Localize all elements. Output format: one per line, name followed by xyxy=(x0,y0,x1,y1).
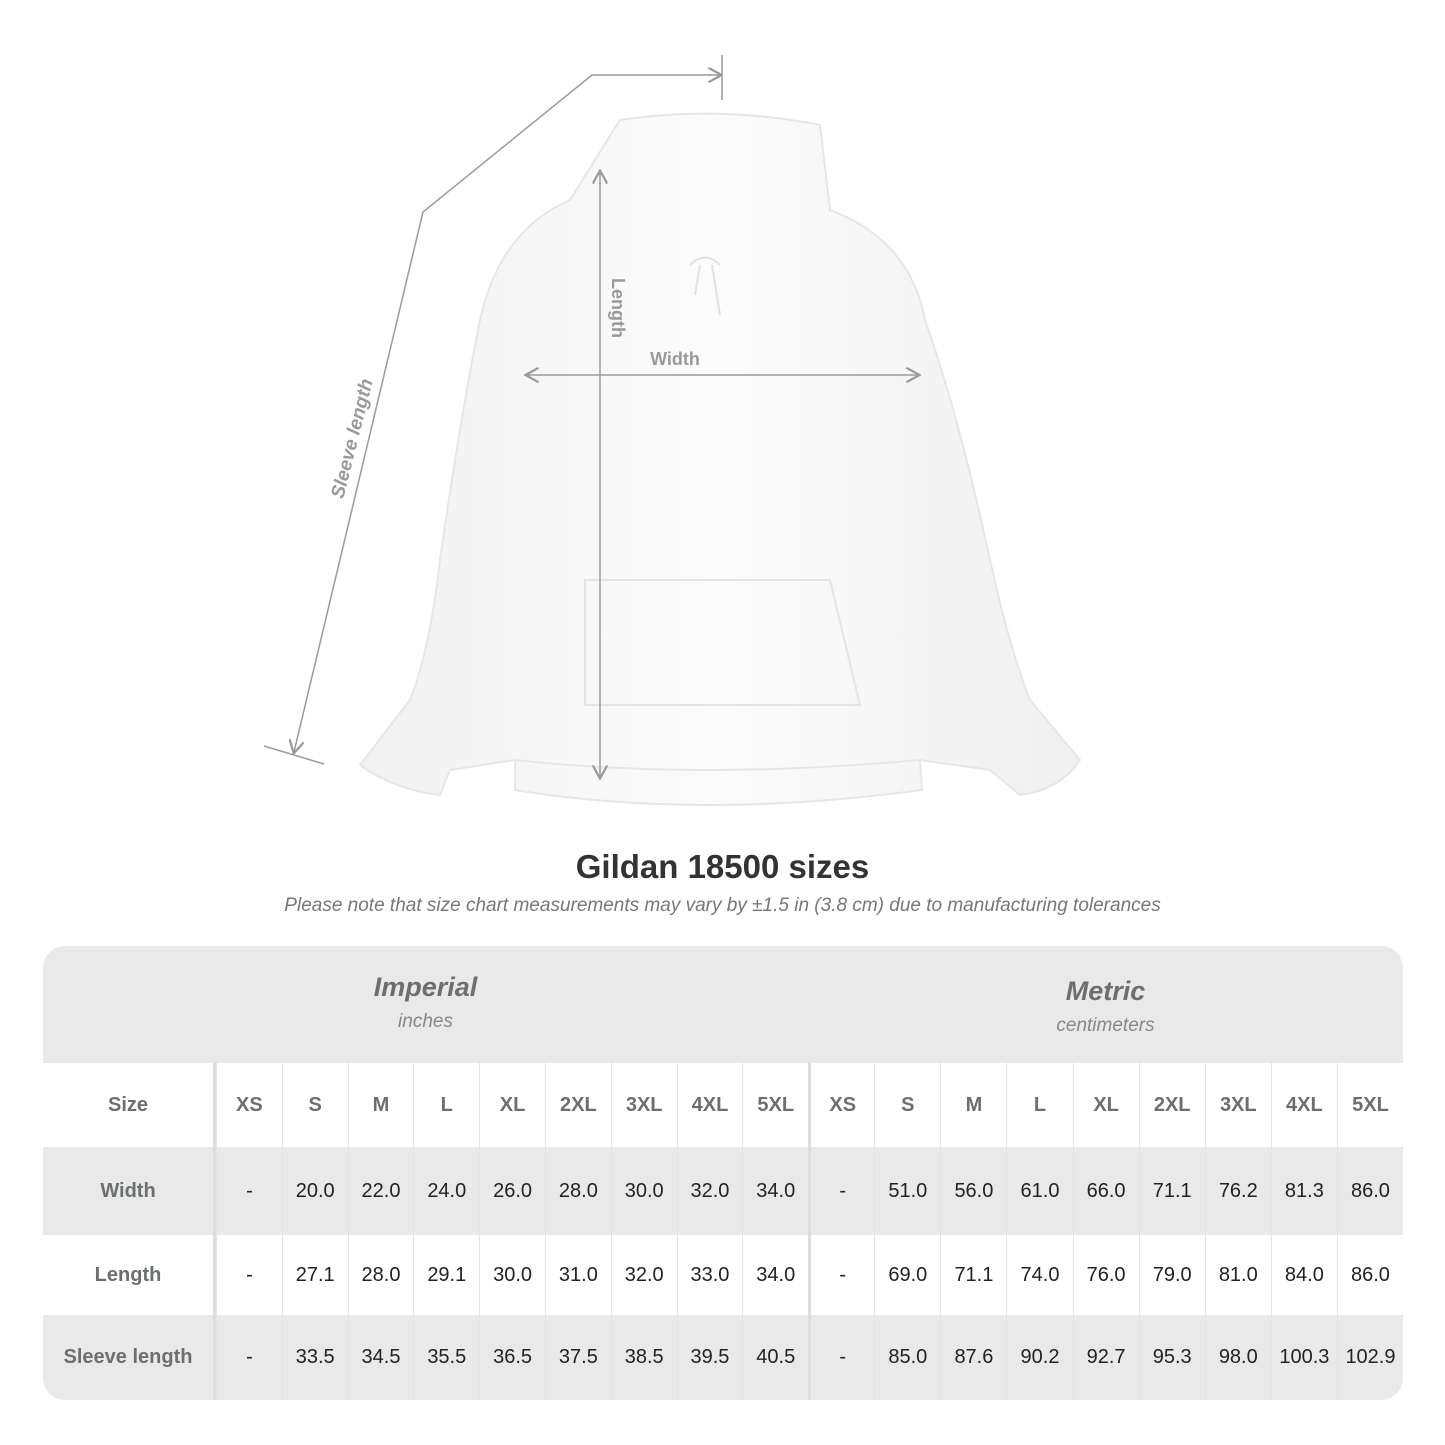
measurement-cell: 102.9 xyxy=(1336,1315,1403,1400)
measurement-cell: 27.1 xyxy=(281,1235,348,1315)
measurement-cell: 34.0 xyxy=(742,1235,808,1315)
measurement-cell: 74.0 xyxy=(1006,1235,1072,1315)
size-column-header: M xyxy=(347,1063,414,1147)
measurement-cell: 28.0 xyxy=(544,1147,611,1235)
sleeve-length-label: Sleeve length xyxy=(328,377,378,501)
measurement-cell: 35.5 xyxy=(413,1315,479,1400)
measurement-cell: 90.2 xyxy=(1006,1315,1072,1400)
measurement-cell: 85.0 xyxy=(874,1315,940,1400)
size-column-header: L xyxy=(413,1063,479,1147)
size-column-header: XL xyxy=(479,1063,545,1147)
metric-header: Metric centimeters xyxy=(808,946,1403,1063)
measurement-cell: 30.0 xyxy=(479,1235,545,1315)
measurement-cell: 34.5 xyxy=(347,1315,414,1400)
imperial-title: Imperial xyxy=(373,972,478,1002)
size-label: Size xyxy=(43,1063,216,1147)
measurement-cell: 61.0 xyxy=(1006,1147,1072,1235)
measurement-cell: 24.0 xyxy=(413,1147,479,1235)
width-label: Width xyxy=(650,349,700,369)
size-column-header: 5XL xyxy=(1336,1063,1403,1147)
measurement-cell: 38.5 xyxy=(610,1315,677,1400)
hoodie-shape xyxy=(358,112,1082,806)
measurement-cell: 100.3 xyxy=(1270,1315,1337,1400)
measurement-cell: 87.6 xyxy=(940,1315,1006,1400)
measurement-cell: - xyxy=(808,1235,874,1315)
size-header-row: Size XS S M L XL 2XL 3XL 4XL 5XL XS S M L XL 2XL 3XL 4XL 5… xyxy=(43,1063,1403,1147)
measurement-cell: 28.0 xyxy=(347,1235,414,1315)
measurement-cell: - xyxy=(216,1147,282,1235)
measurement-cell: 66.0 xyxy=(1072,1147,1139,1235)
measurement-cell: 30.0 xyxy=(610,1147,677,1235)
sleeve-line xyxy=(294,75,720,752)
table-row: Length -27.1 28.0 29.1 30.0 31.0 32.0 33.0 34.0-… xyxy=(43,1235,1403,1315)
size-column-header: L xyxy=(1006,1063,1072,1147)
measurement-lines xyxy=(263,55,918,777)
measurement-cell: 76.0 xyxy=(1072,1235,1139,1315)
measurement-cell: 34.0 xyxy=(742,1147,808,1235)
chart-title: Gildan 18500 sizes xyxy=(575,848,870,885)
tolerance-note: Please note that size chart measurements… xyxy=(284,895,1161,916)
size-table: Imperial inches Metric centimeters Size X… xyxy=(43,946,1403,1400)
row-label: Sleeve length xyxy=(43,1315,216,1400)
measurement-cell: 81.0 xyxy=(1204,1235,1271,1315)
measurement-cell: - xyxy=(216,1315,282,1400)
size-column-header: 2XL xyxy=(544,1063,611,1147)
size-column-header: 5XL xyxy=(742,1063,808,1147)
measurement-cell: 79.0 xyxy=(1138,1235,1205,1315)
measurement-cell: - xyxy=(216,1235,282,1315)
size-column-header: 4XL xyxy=(1270,1063,1337,1147)
size-column-header: 4XL xyxy=(676,1063,743,1147)
measurement-cell: - xyxy=(808,1147,874,1235)
size-column-header: 3XL xyxy=(610,1063,677,1147)
measurement-cell: 32.0 xyxy=(610,1235,677,1315)
measurement-cell: 20.0 xyxy=(281,1147,348,1235)
measurement-cell: 33.5 xyxy=(281,1315,348,1400)
metric-title: Metric xyxy=(1065,976,1146,1006)
imperial-header: Imperial inches xyxy=(43,946,808,1063)
measurement-cell: 56.0 xyxy=(940,1147,1006,1235)
measurement-cell: 71.1 xyxy=(1138,1147,1205,1235)
row-label: Length xyxy=(43,1235,216,1315)
size-column-header: M xyxy=(940,1063,1006,1147)
size-column-header: 3XL xyxy=(1204,1063,1271,1147)
measurement-cell: 71.1 xyxy=(940,1235,1006,1315)
measurement-cell: 81.3 xyxy=(1270,1147,1337,1235)
measurement-cell: 69.0 xyxy=(874,1235,940,1315)
measurement-cell: 32.0 xyxy=(676,1147,743,1235)
measurement-cell: 22.0 xyxy=(347,1147,414,1235)
measurement-cell: 76.2 xyxy=(1204,1147,1271,1235)
measurement-cell: 40.5 xyxy=(742,1315,808,1400)
size-column-header: XL xyxy=(1072,1063,1139,1147)
measurement-cell: 92.7 xyxy=(1072,1315,1139,1400)
table-row: Width -20.0 22.0 24.0 26.0 28.0 30.0 32.0 34.0-5… xyxy=(43,1147,1403,1235)
measurement-cell: 33.0 xyxy=(676,1235,743,1315)
measurement-cell: - xyxy=(808,1315,874,1400)
measurement-cell: 31.0 xyxy=(544,1235,611,1315)
measurement-cell: 37.5 xyxy=(544,1315,611,1400)
measurement-cell: 39.5 xyxy=(676,1315,743,1400)
measurement-cell: 98.0 xyxy=(1204,1315,1271,1400)
measurement-cell: 84.0 xyxy=(1270,1235,1337,1315)
measurement-cell: 36.5 xyxy=(479,1315,545,1400)
size-column-header: XS xyxy=(808,1063,874,1147)
size-column-header: 2XL xyxy=(1138,1063,1205,1147)
size-column-header: XS xyxy=(216,1063,282,1147)
measurement-cell: 86.0 xyxy=(1336,1147,1403,1235)
measurement-cell: 26.0 xyxy=(479,1147,545,1235)
table-row: Sleeve length -33.5 34.5 35.5 36.5 37.5 38.5 39… xyxy=(43,1315,1403,1400)
size-column-header: S xyxy=(874,1063,940,1147)
measurement-cell: 51.0 xyxy=(874,1147,940,1235)
length-label: Length xyxy=(608,278,628,338)
imperial-unit: inches xyxy=(398,1011,453,1032)
metric-unit: centimeters xyxy=(1056,1015,1155,1036)
row-label: Width xyxy=(43,1147,216,1235)
measurement-cell: 29.1 xyxy=(413,1235,479,1315)
measurement-cell: 95.3 xyxy=(1138,1315,1205,1400)
size-column-header: S xyxy=(281,1063,348,1147)
hoodie-illustration: Length Width Sleeve length xyxy=(263,55,1082,806)
measurement-cell: 86.0 xyxy=(1336,1235,1403,1315)
